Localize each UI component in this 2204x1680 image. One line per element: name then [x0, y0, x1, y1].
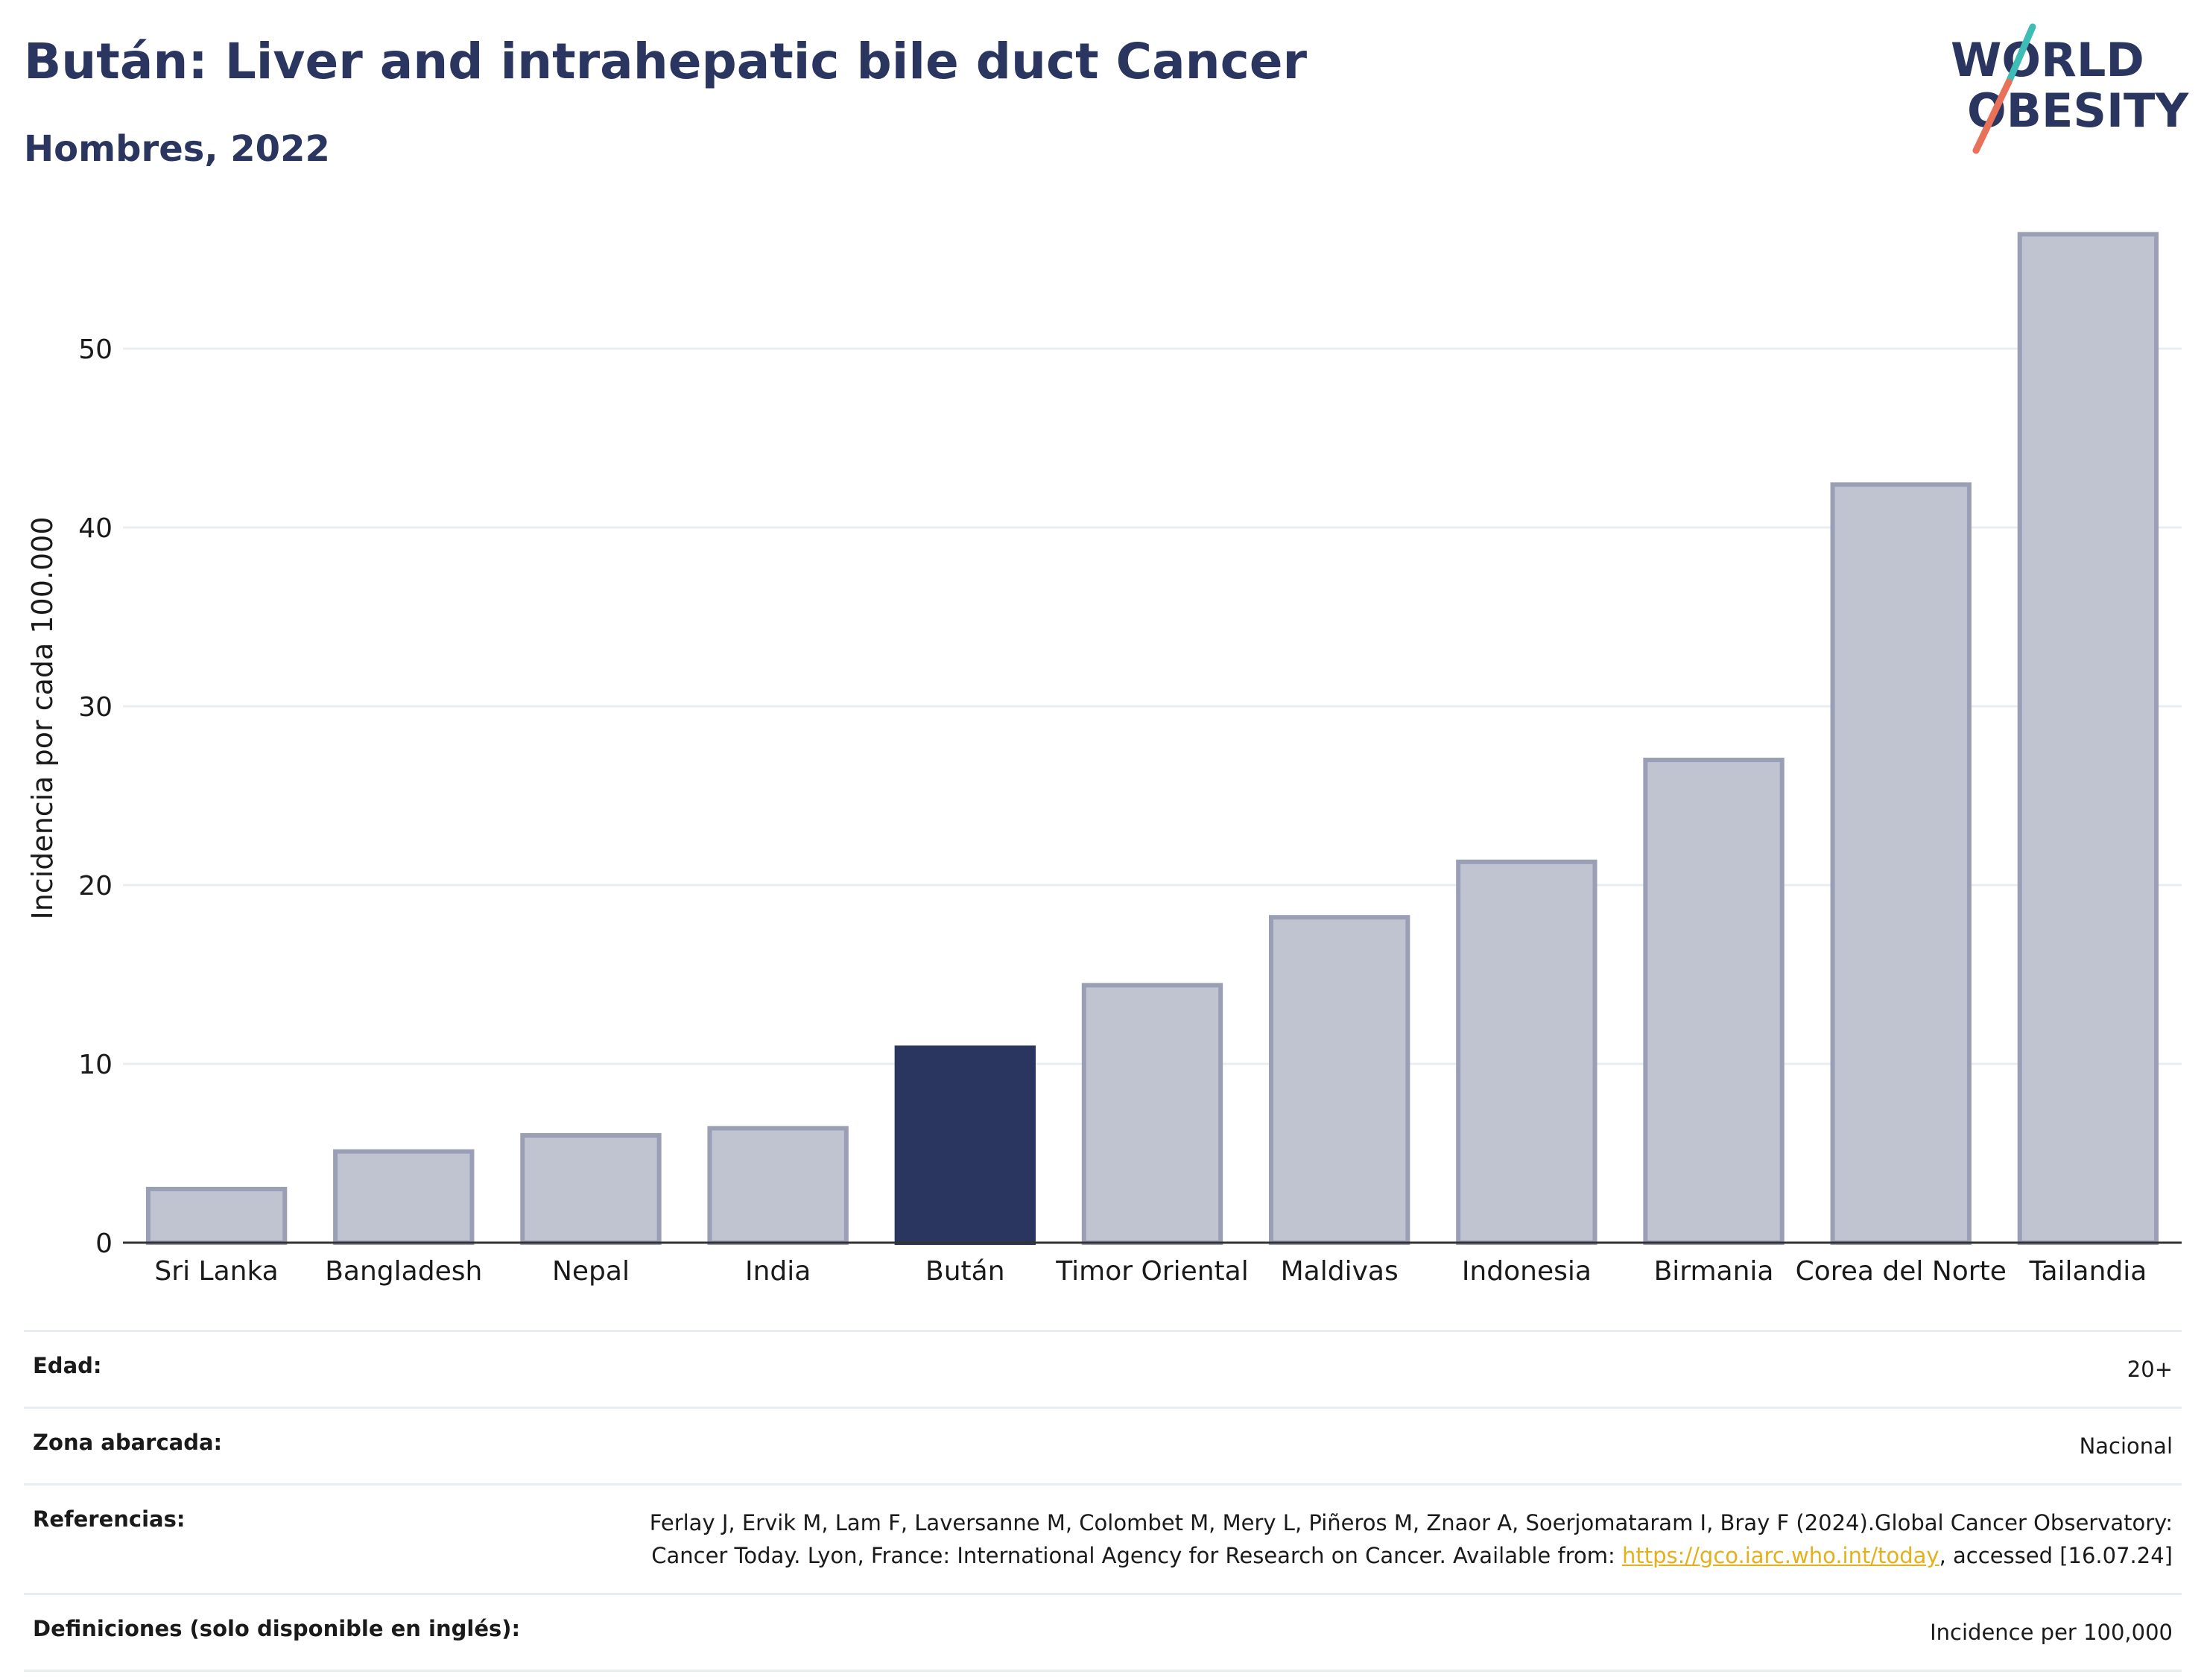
y-tick-label-3: 30	[78, 692, 113, 723]
bar-6	[1269, 915, 1410, 1245]
ref-link[interactable]: https://gco.iarc.who.int/today	[1621, 1543, 1939, 1568]
bars	[145, 232, 2159, 1246]
y-axis-ticks: 0 10 20 30 40 50	[78, 335, 113, 1259]
ref-text-2: , accessed [16.07.24]	[1939, 1543, 2173, 1568]
y-tick-label-1: 10	[78, 1050, 113, 1080]
logo-accent-teal	[2005, 23, 2036, 86]
x-axis-ticks: Sri Lanka Bangladesh Nepal India Bután Timor …	[154, 1256, 2147, 1287]
world-obesity-logo: WORLD OBESITY	[1951, 23, 2189, 154]
y-tick-label-5: 50	[78, 335, 113, 365]
meta-row-edad: Edad: 20+	[24, 1330, 2182, 1407]
metadata-table: Edad: 20+ Zona abarcada: Nacional Refere…	[24, 1330, 2182, 1672]
meta-def-label: Definiciones (solo disponible en inglés)…	[33, 1616, 521, 1641]
ref-text-1: Ferlay J, Ervik M, Lam F, Laversanne M, …	[649, 1510, 2173, 1568]
bar-5	[1081, 983, 1223, 1246]
x-tick-label-9: Corea del Norte	[1796, 1256, 2007, 1287]
bar-8	[1643, 758, 1785, 1245]
x-tick-label-4: Bután	[925, 1256, 1005, 1287]
page-title: Bután: Liver and intrahepatic bile duct …	[24, 33, 1308, 90]
x-tick-label-5: Timor Oriental	[1055, 1256, 1249, 1287]
meta-def-value: Incidence per 100,000	[1930, 1620, 2173, 1645]
x-tick-label-6: Maldivas	[1281, 1256, 1399, 1287]
logo-accent-coral	[1972, 78, 2013, 154]
meta-row-definiciones: Definiciones (solo disponible en inglés)…	[24, 1593, 2182, 1672]
y-tick-label-4: 40	[78, 513, 113, 544]
y-axis-label: Incidencia por cada 100.000	[26, 516, 59, 919]
x-tick-label-10: Tailandia	[2028, 1256, 2147, 1287]
page-subtitle: Hombres, 2022	[24, 128, 330, 170]
bar-9	[1830, 482, 1972, 1245]
y-tick-label-2: 20	[78, 871, 113, 901]
x-tick-label-0: Sri Lanka	[154, 1256, 278, 1287]
meta-ref-value: Ferlay J, Ervik M, Lam F, Laversanne M, …	[608, 1506, 2173, 1572]
bar-4	[894, 1045, 1036, 1246]
meta-ref-label: Referencias:	[33, 1506, 186, 1532]
x-tick-label-7: Indonesia	[1462, 1256, 1592, 1287]
bar-10	[2017, 232, 2159, 1245]
bar-3	[707, 1126, 849, 1246]
x-tick-label-2: Nepal	[552, 1256, 630, 1287]
x-tick-label-3: India	[745, 1256, 811, 1287]
x-tick-label-1: Bangladesh	[325, 1256, 482, 1287]
meta-zona-value: Nacional	[2079, 1433, 2173, 1459]
bar-chart: 0 10 20 30 40 50 Sri Lanka Bangladesh Nepal Indi…	[26, 232, 2182, 1287]
bar-0	[145, 1187, 288, 1245]
meta-edad-label: Edad:	[33, 1353, 102, 1378]
meta-row-referencias: Referencias: Ferlay J, Ervik M, Lam F, L…	[24, 1483, 2182, 1593]
meta-zona-label: Zona abarcada:	[33, 1430, 223, 1455]
bar-1	[333, 1149, 475, 1245]
y-tick-label-0: 0	[95, 1229, 113, 1259]
logo-line1: WORLD	[1951, 33, 2144, 87]
meta-edad-value: 20+	[2127, 1357, 2173, 1382]
bar-2	[520, 1133, 662, 1245]
meta-row-zona: Zona abarcada: Nacional	[24, 1407, 2182, 1483]
bar-7	[1456, 859, 1597, 1246]
x-tick-label-8: Birmania	[1654, 1256, 1774, 1287]
